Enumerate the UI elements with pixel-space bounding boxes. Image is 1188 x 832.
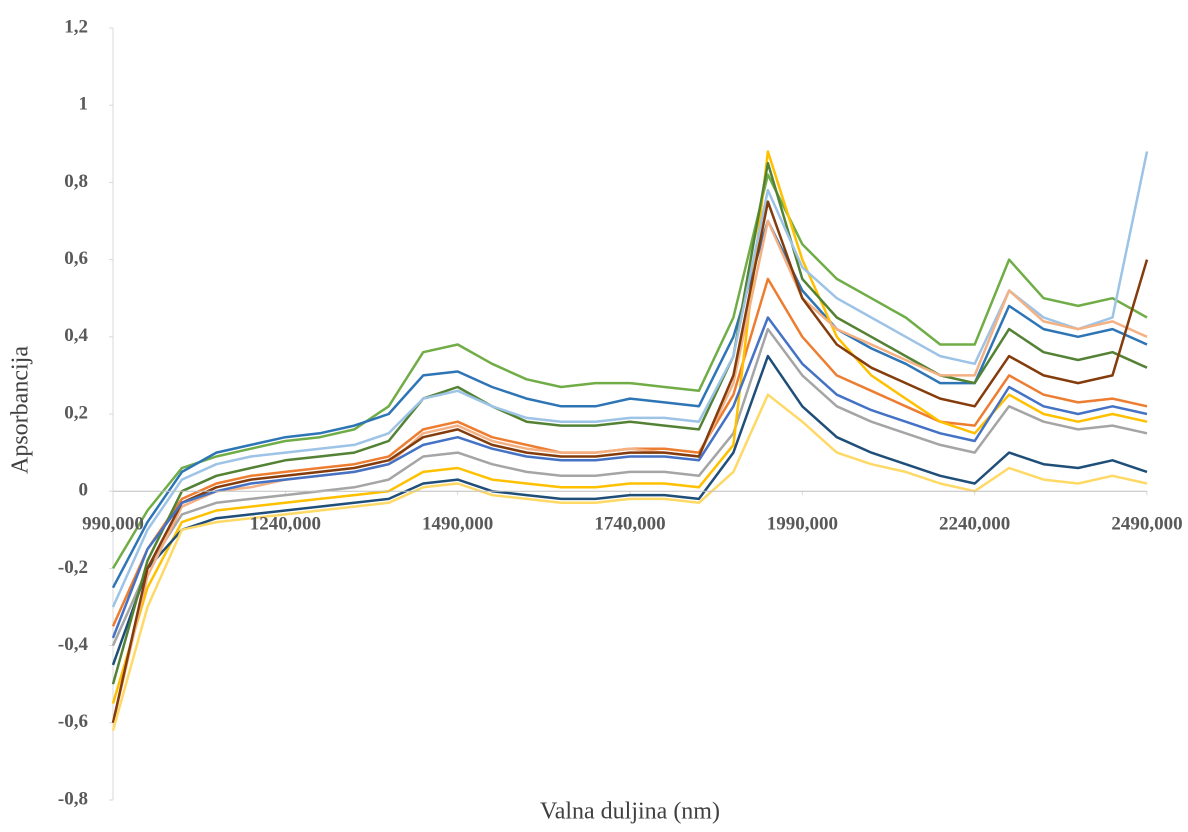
x-tick-label: 1740,000	[594, 514, 665, 535]
y-tick-label: 0	[79, 480, 89, 501]
spectrum-line	[111, 173, 1148, 570]
spectrum-line	[111, 316, 1148, 639]
x-tick-label: 1990,000	[767, 514, 838, 535]
y-tick-label: 0,2	[64, 402, 88, 423]
spectrum-line	[111, 354, 1148, 666]
x-tick-label: 2240,000	[939, 514, 1010, 535]
y-tick-label: 1	[79, 94, 89, 115]
x-axis-title: Valna duljina (nm)	[540, 799, 720, 825]
spectrum-line	[111, 151, 1149, 608]
y-tick-label: 0,6	[64, 248, 88, 269]
x-tick-label: 1490,000	[422, 514, 493, 535]
spectrum-line	[111, 161, 1148, 685]
x-tick-label: 990,000	[82, 514, 144, 535]
spectrum-line	[111, 200, 1149, 724]
y-tick-label: -0,4	[58, 634, 89, 655]
x-tick-label: 1240,000	[250, 514, 321, 535]
y-tick-label: 0,8	[64, 171, 88, 192]
y-tick-label: 0,4	[64, 325, 88, 346]
x-tick-label: 2490,000	[1111, 514, 1182, 535]
y-axis-title: Apsorbancija	[8, 346, 34, 474]
y-tick-label: -0,6	[58, 711, 88, 732]
spectrum-line	[111, 150, 1148, 704]
y-tick-label: 1,2	[64, 16, 88, 37]
y-tick-label: -0,2	[58, 557, 88, 578]
spectrum-line	[111, 327, 1148, 647]
y-tick-label: -0,8	[58, 788, 88, 809]
